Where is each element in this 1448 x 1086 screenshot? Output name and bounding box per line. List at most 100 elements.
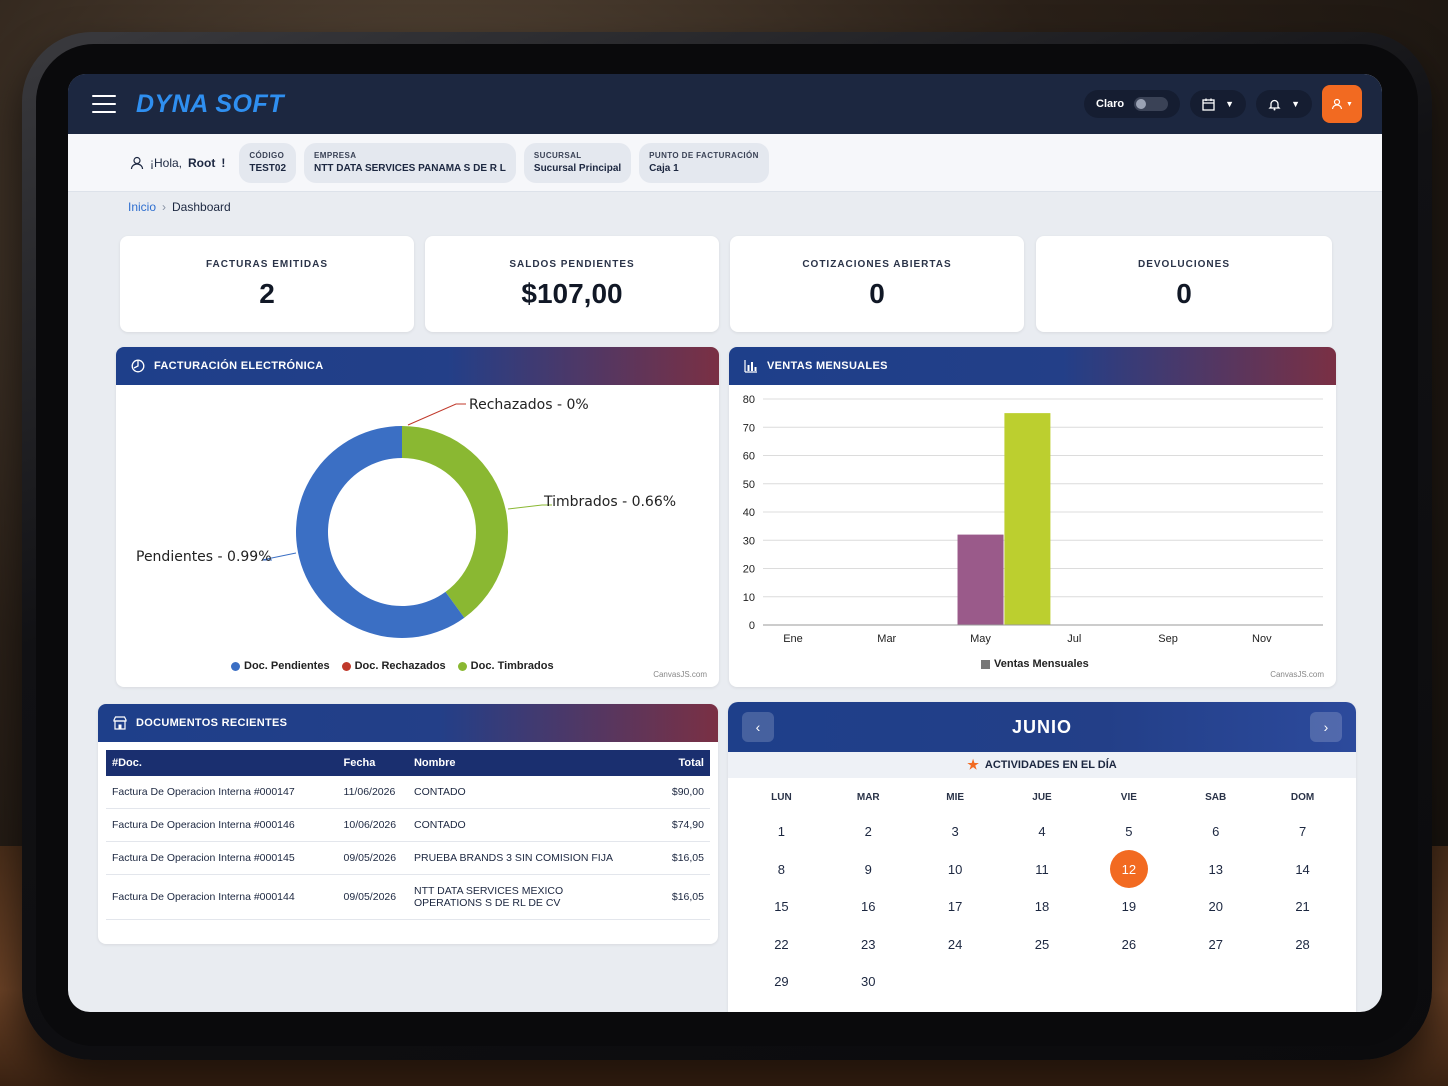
breadcrumb-home-link[interactable]: Inicio (128, 200, 157, 214)
app-screen: DYNA SOFT Claro ▼ ▼ ▼ ¡Hola, Roo (68, 74, 1382, 1012)
table-row[interactable]: Factura De Operacion Interna #000147 11/… (106, 776, 710, 809)
y-tick-label: 70 (743, 422, 755, 434)
calendar-day[interactable]: 27 (1172, 926, 1259, 964)
toggle-switch-icon[interactable] (1134, 97, 1169, 111)
documents-table: #Doc. Fecha Nombre Total Factura De Oper… (106, 750, 710, 920)
calendar-header: ‹ JUNIO › (728, 702, 1356, 752)
legend-label: Doc. Pendientes (244, 660, 330, 672)
calendar-day[interactable]: 25 (999, 926, 1086, 964)
calendar-day[interactable]: 28 (1259, 926, 1346, 964)
calendar-day[interactable]: 2 (825, 813, 912, 851)
calendar-day[interactable]: 15 (738, 888, 825, 926)
calendar-day[interactable]: 17 (912, 888, 999, 926)
calendar-day[interactable]: 7 (1259, 813, 1346, 851)
chart-credit[interactable]: CanvasJS.com (1270, 670, 1324, 679)
hamburger-menu-icon[interactable] (92, 95, 116, 113)
chip-sucursal: SUCURSAL Sucursal Principal (523, 142, 632, 183)
slice-pendientes[interactable] (295, 426, 465, 638)
top-bar: DYNA SOFT Claro ▼ ▼ ▼ (68, 74, 1382, 134)
user-menu-button[interactable]: ▼ (1322, 85, 1362, 123)
day-number: 22 (774, 936, 789, 952)
bar-may[interactable] (957, 534, 1004, 625)
column-header[interactable]: #Doc. (112, 757, 142, 769)
calendar-next-button[interactable]: › (1309, 712, 1342, 742)
chip-value: Sucursal Principal (533, 163, 622, 174)
chart-credit[interactable]: CanvasJS.com (653, 670, 707, 679)
legend-item[interactable]: Doc. Pendientes (231, 660, 330, 672)
legend-label: Doc. Rechazados (354, 660, 446, 672)
cell-doc: Factura De Operacion Interna #000144 (106, 874, 338, 920)
calendar-day[interactable]: 19 (1085, 888, 1172, 926)
calendar-day[interactable]: 13 (1172, 851, 1259, 889)
label-timbrados: Timbrados - 0.66% (544, 494, 677, 510)
calendar-day[interactable]: 18 (999, 888, 1086, 926)
table-row[interactable]: Factura De Operacion Interna #000144 09/… (106, 874, 710, 920)
panel-documentos: DOCUMENTOS RECIENTES #Doc. Fecha Nombre … (98, 704, 718, 944)
table-row[interactable]: Factura De Operacion Interna #000145 09/… (106, 841, 710, 875)
day-number: 15 (774, 899, 789, 915)
calendar-day[interactable]: 30 (825, 963, 912, 1001)
legend-item[interactable]: Doc. Rechazados (341, 660, 446, 672)
theme-toggle[interactable]: Claro (1084, 90, 1181, 118)
cell-fecha: 09/05/2026 (337, 874, 408, 920)
calendar-subtitle-bar: ★ ACTIVIDADES EN EL DÍA (728, 752, 1356, 778)
leader-timbrados (507, 504, 552, 510)
calendar-day[interactable]: 29 (738, 963, 825, 1001)
calendar-day[interactable]: 8 (738, 851, 825, 889)
calendar-day[interactable]: 24 (912, 926, 999, 964)
chip-empresa: EMPRESA NTT DATA SERVICES PANAMA S DE R L (304, 142, 516, 183)
x-tick-label: May (970, 633, 991, 645)
table-row[interactable]: Factura De Operacion Interna #000146 10/… (106, 808, 710, 842)
calendar-prev-button[interactable]: ‹ (742, 712, 774, 742)
label-pendientes: Pendientes - 0.99% (136, 549, 272, 565)
day-number: 12 (1109, 850, 1148, 889)
day-number: 29 (774, 974, 789, 990)
cell-doc: Factura De Operacion Interna #000147 (106, 776, 338, 809)
calendar-day[interactable]: 16 (825, 888, 912, 926)
calendar-day[interactable]: 4 (999, 813, 1086, 851)
calendar-day[interactable]: 3 (912, 813, 999, 851)
calendar-day[interactable]: 9 (825, 851, 912, 889)
calendar-day[interactable]: 23 (825, 926, 912, 964)
notifications-dropdown[interactable]: ▼ (1256, 90, 1312, 118)
calendar-day[interactable]: 5 (1085, 813, 1172, 851)
day-number: 13 (1208, 861, 1223, 877)
calendar-day[interactable]: 20 (1172, 888, 1259, 926)
slice-timbrados[interactable] (402, 426, 508, 618)
column-header[interactable]: Fecha (343, 757, 376, 769)
calendar-day[interactable]: 10 (912, 851, 999, 889)
calendar-day[interactable]: 26 (1085, 926, 1172, 964)
stat-cotizaciones-abiertas: COTIZACIONES ABIERTAS 0 (730, 236, 1024, 332)
calendar-day[interactable]: 6 (1172, 813, 1259, 851)
cell-nombre: NTT DATA SERVICES MEXICO OPERATIONS S DE… (407, 874, 640, 920)
context-bar: ¡Hola, Root ! CÓDIGO TEST02 EMPRESA NTT DA… (68, 134, 1382, 192)
column-header[interactable]: Total (678, 757, 704, 769)
calendar-dropdown[interactable]: ▼ (1190, 90, 1247, 118)
calendar-day[interactable]: 14 (1259, 851, 1346, 889)
panel-facturacion: FACTURACIÓN ELECTRÓNICA Rechazados - 0% … (116, 347, 719, 687)
greeting: ¡Hola, Root ! (130, 156, 225, 170)
calendar-day[interactable]: 21 (1259, 888, 1346, 926)
day-number: 5 (1125, 824, 1133, 840)
bar-jun[interactable] (1004, 413, 1051, 625)
calendar-day[interactable]: 22 (738, 926, 825, 964)
leader-rechazados (407, 403, 466, 426)
calendar-day[interactable]: 11 (999, 851, 1086, 889)
column-header[interactable]: Nombre (413, 757, 456, 769)
day-number: 10 (947, 861, 963, 877)
legend-label: Doc. Timbrados (470, 660, 554, 672)
cell-doc: Factura De Operacion Interna #000146 (106, 808, 338, 842)
stat-label: FACTURAS EMITIDAS (206, 258, 328, 270)
bar-chart: 0 10 20 30 40 50 60 70 80 Ene Mar May Jul Sep Nov (743, 394, 1323, 645)
y-tick-label: 60 (743, 451, 755, 463)
panel-header: VENTAS MENSUALES (729, 347, 1336, 385)
app-logo: DYNA SOFT (136, 89, 285, 118)
chevron-down-icon: ▼ (1291, 99, 1300, 109)
leader-pendientes (261, 552, 297, 561)
legend-item[interactable]: Ventas Mensuales (981, 658, 1089, 670)
calendar-day[interactable]: 1 (738, 813, 825, 851)
calendar-day-today[interactable]: 12 (1085, 850, 1172, 889)
legend-item[interactable]: Doc. Timbrados (457, 660, 554, 672)
donut-legend: Doc. Pendientes Doc. Rechazados Doc. Tim… (231, 660, 554, 672)
chip-codigo: CÓDIGO TEST02 (239, 142, 297, 183)
